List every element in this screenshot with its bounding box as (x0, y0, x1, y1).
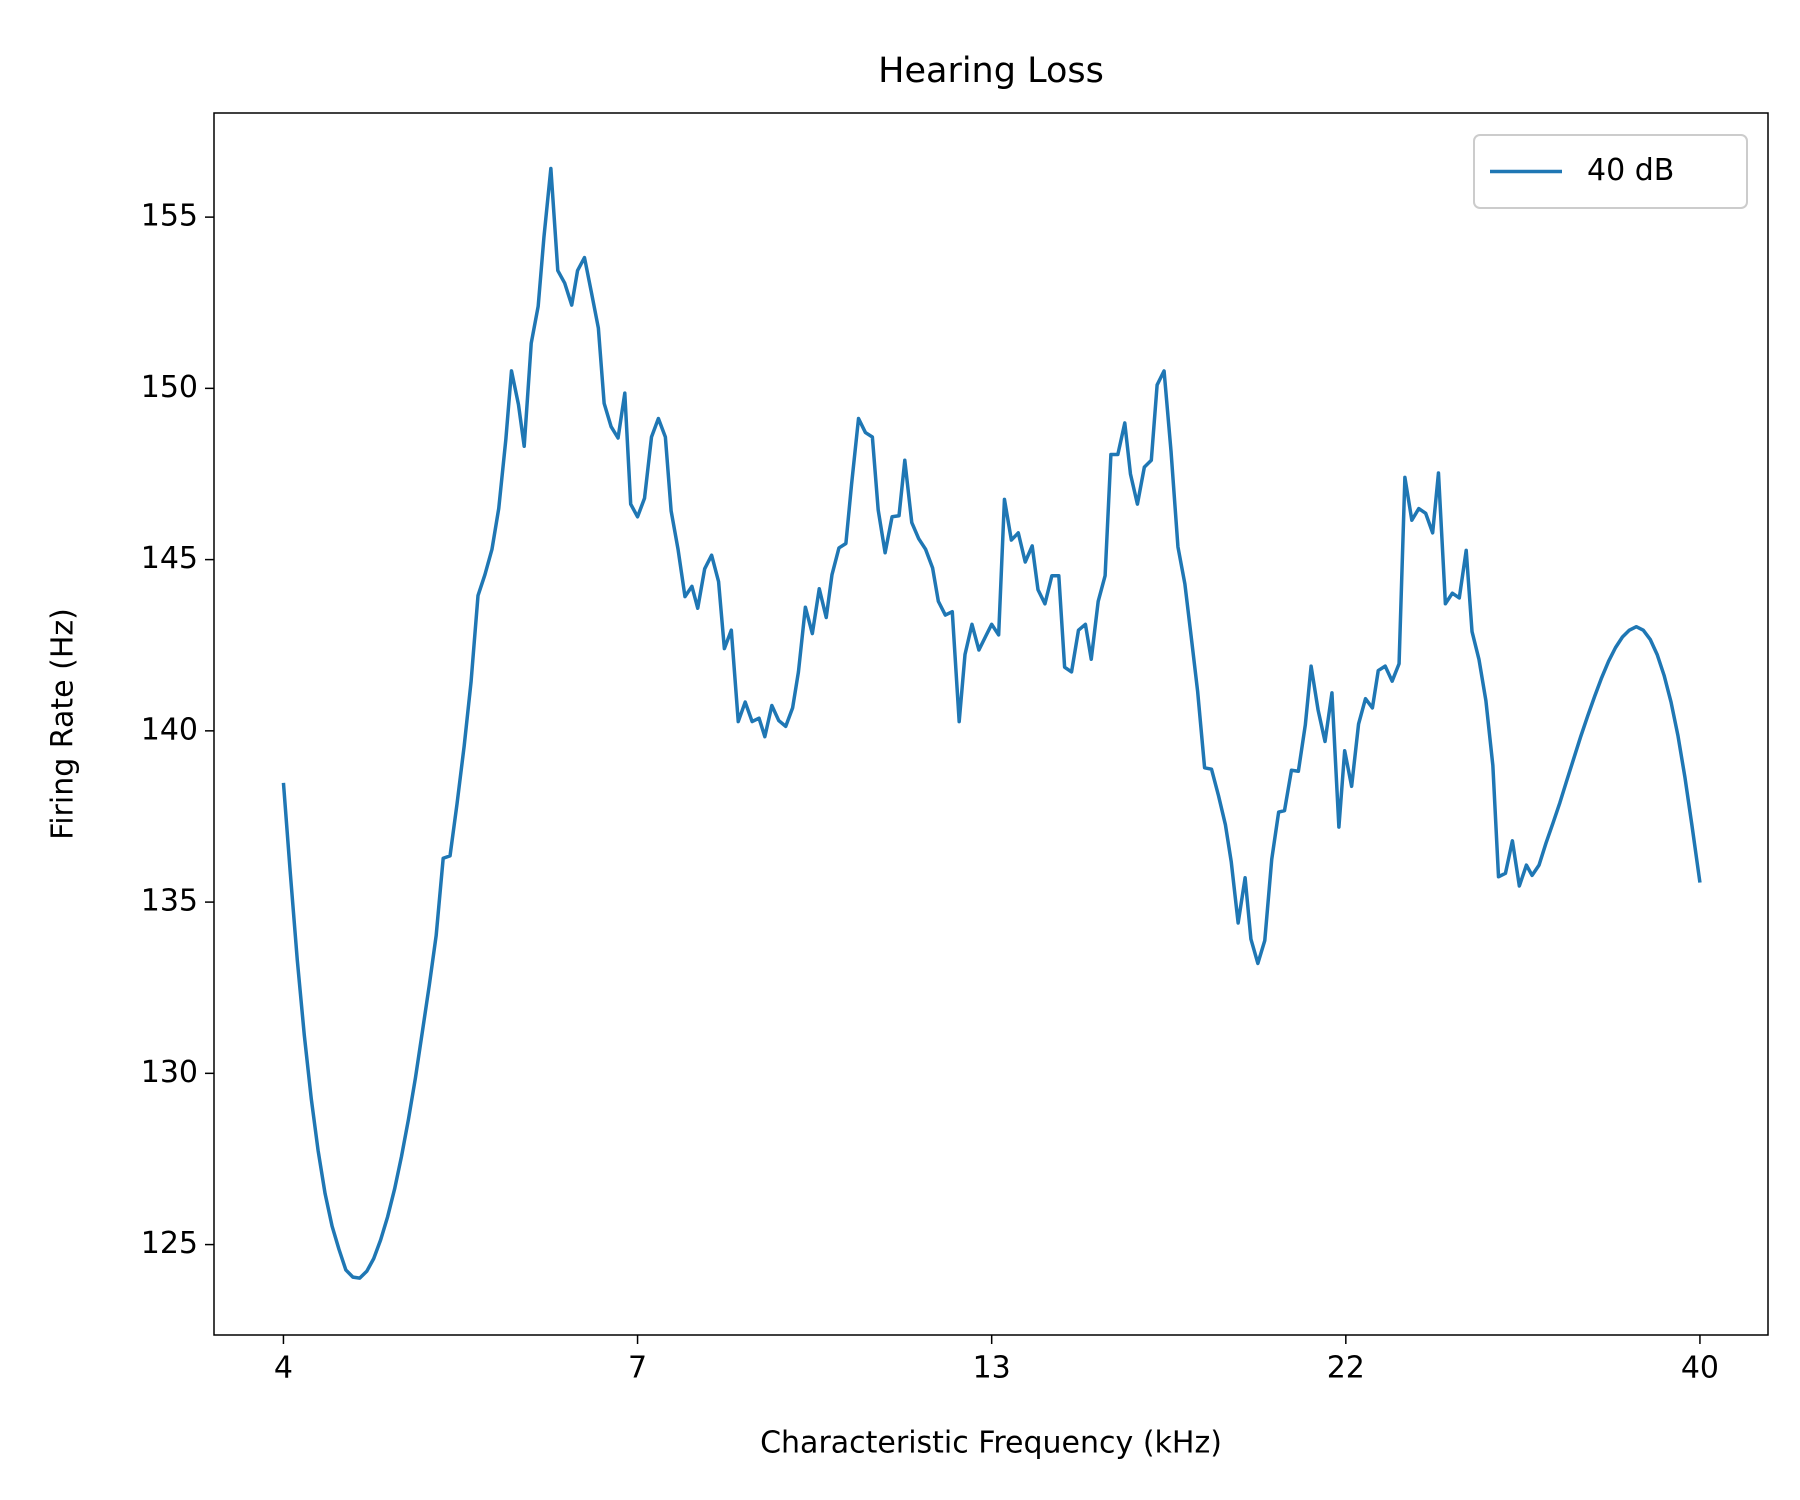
y-axis-label: Firing Rate (Hz) (46, 608, 81, 840)
x-tick-label: 40 (1681, 1351, 1719, 1386)
y-tick-label: 145 (141, 541, 198, 576)
chart-title: Hearing Loss (878, 51, 1104, 91)
legend-box (1473, 134, 1748, 209)
y-tick-label: 155 (141, 199, 198, 234)
y-tick-label: 125 (141, 1226, 198, 1261)
y-tick-label: 140 (141, 712, 198, 747)
x-tick-label: 22 (1327, 1351, 1365, 1386)
data-line (281, 166, 1702, 1280)
x-axis-label: Characteristic Frequency (kHz) (760, 1426, 1222, 1461)
y-tick-label: 150 (141, 370, 198, 405)
x-tick-label: 13 (973, 1351, 1011, 1386)
legend-label: 40 dB (1587, 153, 1674, 188)
y-tick-label: 130 (141, 1055, 198, 1090)
x-tick-label: 7 (628, 1351, 647, 1386)
y-tick-label: 135 (141, 884, 198, 919)
plot-frame (213, 112, 1769, 1336)
x-tick-label: 4 (274, 1351, 293, 1386)
